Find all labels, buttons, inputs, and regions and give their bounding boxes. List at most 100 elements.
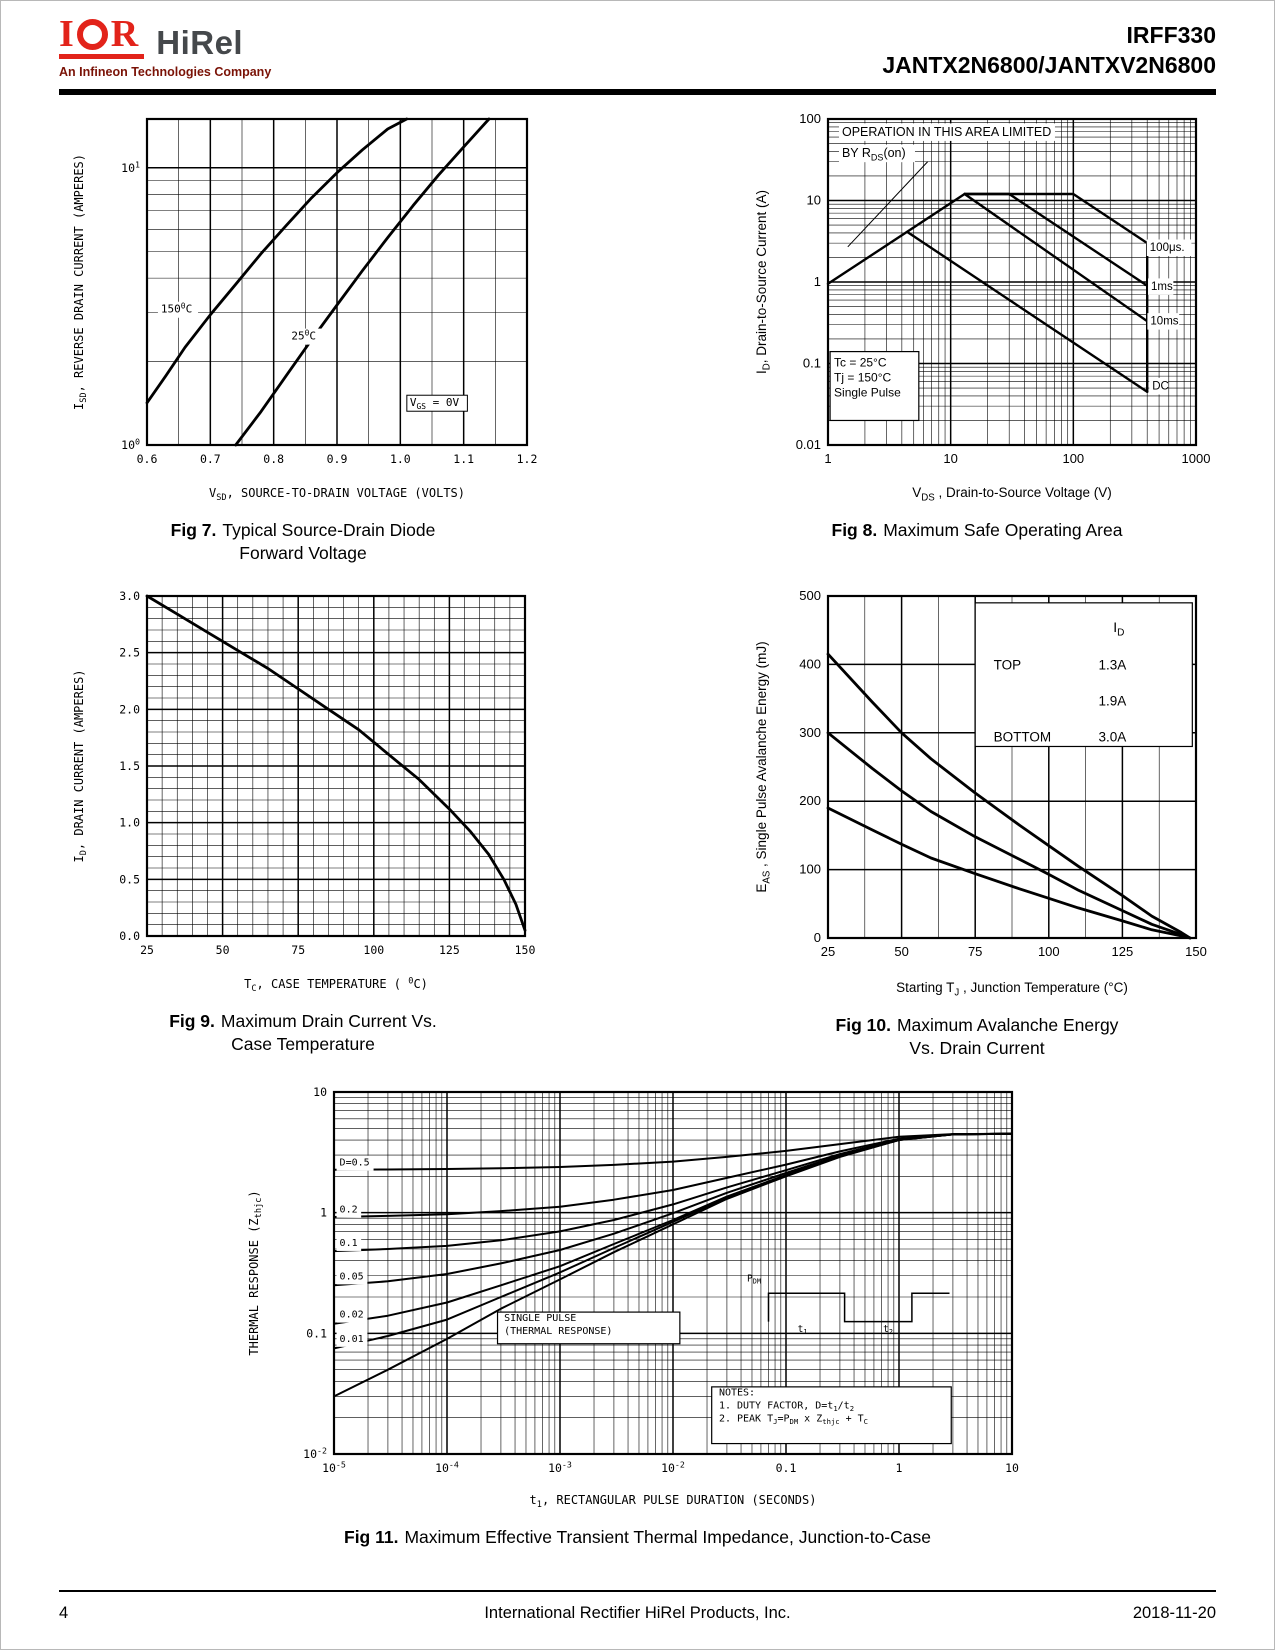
ir-logo: I R [59,13,145,60]
svg-text:25: 25 [140,943,154,957]
svg-text:0.9: 0.9 [327,452,348,466]
figure-10: ID TOP 1.3A 1.9A BOTTOM 3.0A 25 50 75 100 125 150 0 1… [742,582,1212,1060]
fig8-caption-text: Maximum Safe Operating Area [883,519,1123,540]
svg-text:DC: DC [1152,380,1169,392]
part-identifiers: IRFF330 JANTX2N6800/JANTXV2N6800 [882,17,1216,81]
svg-text:100: 100 [363,943,384,957]
figure-row-1: 1500C 250C VGS = 0V 0.6 0.7 0.8 0.9 1.0 1.1 1.2 10… [1,107,1274,565]
svg-text:ID: ID [1113,619,1124,639]
svg-text:0.2: 0.2 [339,1204,357,1215]
svg-text:100: 100 [1062,451,1084,466]
fig7-caption: Fig 7. Typical Source-Drain Diode Forward… [151,519,456,565]
fig9-caption-text: Maximum Drain Current Vs. Case Temperatu… [220,1011,437,1055]
svg-text:Tc = 25°C: Tc = 25°C [834,355,887,369]
svg-text:2.0: 2.0 [119,703,140,717]
svg-text:2. PEAK TJ=PDM x Zthjc + TC: 2. PEAK TJ=PDM x Zthjc + TC [718,1413,867,1426]
svg-text:10: 10 [943,451,957,466]
fig9-caption: Fig 9. Maximum Drain Current Vs. Case Tem… [151,1010,456,1056]
fig8-chart: OPERATION IN THIS AREA LIMITED BY RDS(on)… [754,111,1211,503]
svg-text:OPERATION IN THIS AREA LIMITED: OPERATION IN THIS AREA LIMITED [842,125,1051,139]
svg-text:100: 100 [121,436,140,451]
svg-text:200: 200 [799,793,821,808]
page-header: I R HiRel An Infineon Technologies Compa… [1,1,1274,81]
svg-text:400: 400 [799,657,821,672]
fig8-caption-label: Fig 8. [831,519,878,540]
svg-text:3.0A: 3.0A [1098,730,1126,745]
svg-text:1500C: 1500C [161,301,192,315]
svg-text:0.1: 0.1 [803,355,821,370]
fig7-caption-text: Typical Source-Drain Diode Forward Volta… [222,519,436,563]
figure-7: 1500C 250C VGS = 0V 0.6 0.7 0.8 0.9 1.0 1.1 1.2 10… [63,107,543,565]
svg-text:1.1: 1.1 [453,452,474,466]
fig10-caption-label: Fig 10. [835,1015,891,1036]
svg-text:1. DUTY FACTOR, D=t1/t2: 1. DUTY FACTOR, D=t1/t2 [718,1400,853,1413]
fig8-caption: Fig 8. Maximum Safe Operating Area [832,519,1123,542]
svg-text:1: 1 [814,274,821,289]
svg-text:1ms: 1ms [1151,281,1173,293]
svg-text:100μs.: 100μs. [1150,242,1185,254]
svg-text:125: 125 [1112,944,1134,959]
svg-text:SINGLE PULSE: SINGLE PULSE [504,1313,576,1324]
figure-8: OPERATION IN THIS AREA LIMITED BY RDS(on)… [742,107,1212,542]
fig10-chart: ID TOP 1.3A 1.9A BOTTOM 3.0A 25 50 75 100 125 150 0 1… [754,588,1207,998]
svg-text:TC, CASE TEMPERATURE ( 0C): TC, CASE TEMPERATURE ( 0C) [244,977,428,995]
fig10-caption-text: Maximum Avalanche Energy Vs. Drain Curre… [896,1015,1119,1059]
svg-text:0.1: 0.1 [306,1326,327,1340]
svg-text:10-5: 10-5 [322,1459,346,1474]
svg-text:150: 150 [515,943,536,957]
svg-text:BOTTOM: BOTTOM [994,730,1052,745]
brand-tagline: An Infineon Technologies Company [59,65,272,80]
footer-date: 2018-11-20 [1132,1604,1216,1622]
svg-text:100: 100 [799,111,821,126]
svg-text:3.0: 3.0 [119,589,140,603]
figure-row-3: D=0.5 0.2 0.1 0.05 0.02 0.01 SINGLE PULSE (THER… [1,1078,1274,1549]
svg-text:10: 10 [1005,1461,1019,1475]
part-number: IRFF330 [1126,22,1216,48]
svg-text:EAS , Single Pulse Avalanche E: EAS , Single Pulse Avalanche Energy (mJ) [754,642,772,893]
fig7-chart: 1500C 250C VGS = 0V 0.6 0.7 0.8 0.9 1.0 1.1 1.2 10… [72,117,537,503]
fig9-chart: 25 50 75 100 125 150 0.0 0.5 1.0 1.5 2.0 2.5 3.0 TC, … [72,589,536,995]
fig10-caption: Fig 10. Maximum Avalanche Energy Vs. Drai… [825,1014,1130,1060]
svg-text:1: 1 [895,1461,902,1475]
svg-text:10-3: 10-3 [548,1459,572,1474]
svg-text:300: 300 [799,725,821,740]
svg-text:t1, RECTANGULAR PULSE DURATIO: t1, RECTANGULAR PULSE DURATION (SECONDS) [529,1493,816,1510]
svg-text:10: 10 [313,1085,327,1099]
svg-text:25: 25 [821,944,835,959]
svg-text:75: 75 [291,943,305,957]
svg-text:125: 125 [439,943,460,957]
fig7-caption-label: Fig 7. [170,519,217,540]
footer-rule [59,1589,1216,1592]
fig11-caption-label: Fig 11. [344,1526,399,1547]
svg-text:BY RDS(on): BY RDS(on) [842,146,906,162]
svg-text:100: 100 [799,862,821,877]
ir-logo-o-icon [76,18,108,50]
svg-text:VSD, SOURCE-TO-DRAIN VOLTAGE (: VSD, SOURCE-TO-DRAIN VOLTAGE (VOLTS) [209,486,465,503]
svg-text:THERMAL RESPONSE (Zthjc): THERMAL RESPONSE (Zthjc) [247,1190,264,1355]
svg-text:1.0: 1.0 [390,452,411,466]
svg-text:ID, Drain-to-Source Current (A: ID, Drain-to-Source Current (A) [754,190,772,374]
svg-text:101: 101 [121,159,140,174]
fig11-chart: D=0.5 0.2 0.1 0.05 0.02 0.01 SINGLE PULSE (THER… [247,1085,1019,1510]
svg-text:50: 50 [894,944,908,959]
svg-text:1.9A: 1.9A [1098,694,1126,709]
svg-text:ISD, REVERSE DRAIN CURRENT (AM: ISD, REVERSE DRAIN CURRENT (AMPERES) [72,154,89,410]
svg-text:ID, DRAIN CURRENT (AMPERES): ID, DRAIN CURRENT (AMPERES) [72,670,89,863]
svg-text:1.5: 1.5 [119,759,140,773]
header-rule [59,88,1216,95]
footer-company: International Rectifier HiRel Products, … [484,1604,791,1622]
ir-logo-letter-i: I [59,13,74,55]
svg-text:D=0.5: D=0.5 [339,1157,369,1168]
svg-text:1: 1 [824,451,831,466]
svg-text:1000: 1000 [1182,451,1211,466]
svg-text:PDM: PDM [747,1273,761,1285]
svg-text:0.0: 0.0 [119,929,140,943]
svg-text:0.8: 0.8 [263,452,284,466]
svg-text:0.1: 0.1 [775,1461,796,1475]
svg-text:0.6: 0.6 [137,452,158,466]
figure-9: 25 50 75 100 125 150 0.0 0.5 1.0 1.5 2.0 2.5 3.0 TC, … [63,582,543,1056]
svg-text:1.0: 1.0 [119,816,140,830]
svg-text:t1: t1 [797,1324,807,1336]
fig11-caption: Fig 11. Maximum Effective Transient Therm… [344,1526,931,1549]
part-alt-numbers: JANTX2N6800/JANTXV2N6800 [882,51,1216,78]
